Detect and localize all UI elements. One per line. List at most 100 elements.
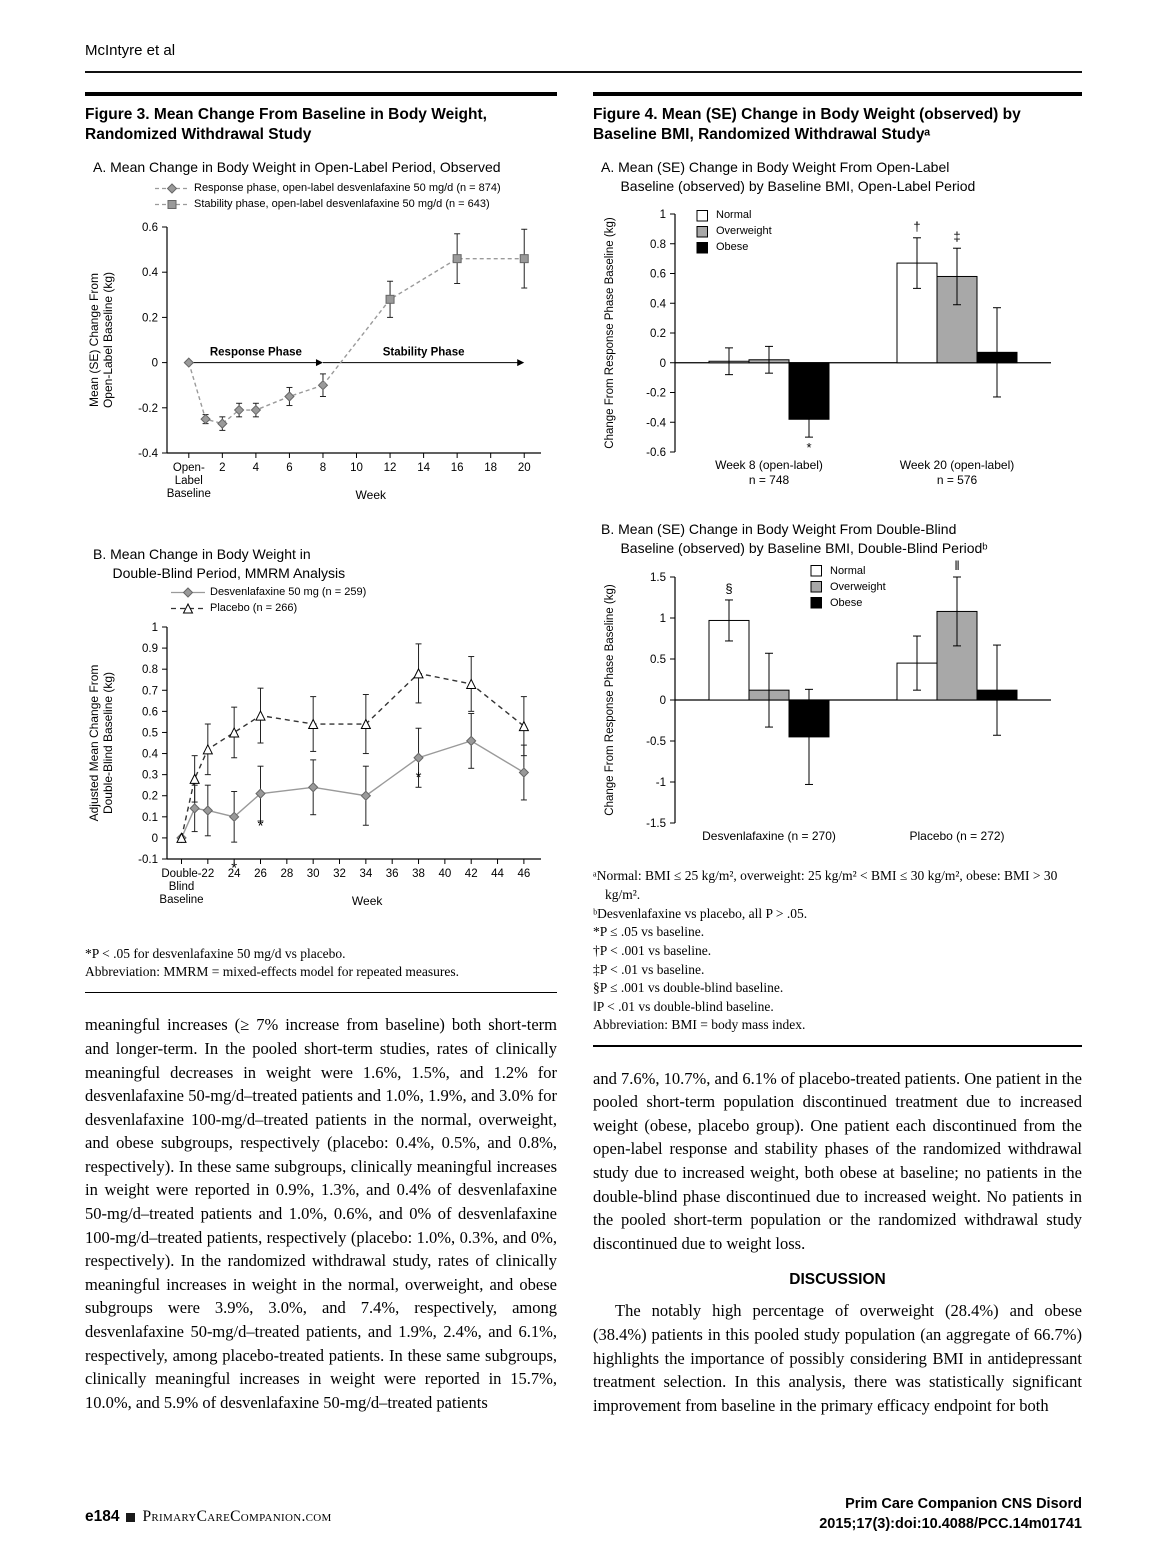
legend-item: Desvenlafaxine 50 mg (n = 259) xyxy=(171,585,366,600)
svg-text:36: 36 xyxy=(386,868,399,880)
svg-text:0.9: 0.9 xyxy=(142,643,158,655)
footnote: *P < .05 for desvenlafaxine 50 mg/d vs p… xyxy=(85,945,346,961)
figure3-footnotes: *P < .05 for desvenlafaxine 50 mg/d vs p… xyxy=(85,945,557,982)
svg-text:‖: ‖ xyxy=(954,559,959,573)
chart-legend: Response phase, open-label desvenlafaxin… xyxy=(155,180,501,212)
two-column-layout: Figure 3. Mean Change From Baseline in B… xyxy=(85,92,1082,1417)
legend-label: Overweight xyxy=(830,580,886,593)
svg-text:Placebo (n = 272): Placebo (n = 272) xyxy=(909,829,1004,843)
header-rule xyxy=(85,71,1082,73)
svg-text:0.8: 0.8 xyxy=(650,238,666,250)
svg-text:0.4: 0.4 xyxy=(142,748,159,760)
svg-text:0.1: 0.1 xyxy=(142,811,158,823)
svg-text:4: 4 xyxy=(253,462,260,474)
svg-text:-0.2: -0.2 xyxy=(646,387,666,399)
legend-item: Obese xyxy=(809,595,886,610)
svg-text:0.7: 0.7 xyxy=(142,685,158,697)
svg-text:0.4: 0.4 xyxy=(650,298,667,310)
svg-text:*: * xyxy=(258,817,264,834)
svg-text:0.3: 0.3 xyxy=(142,769,158,781)
svg-text:-0.1: -0.1 xyxy=(138,854,158,866)
figure4: Figure 4. Mean (SE) Change in Body Weigh… xyxy=(593,92,1082,1047)
svg-text:16: 16 xyxy=(451,462,464,474)
left-column: Figure 3. Mean Change From Baseline in B… xyxy=(85,92,557,1417)
svg-text:0.6: 0.6 xyxy=(650,268,666,280)
figure4-footnotes: ᵃNormal: BMI ≤ 25 kg/m², overweight: 25 … xyxy=(593,867,1082,1035)
svg-text:-1.5: -1.5 xyxy=(646,818,666,830)
svg-text:-0.6: -0.6 xyxy=(646,447,666,459)
figure4-panelA-chart: Normal Overweight Obese 1 0.8 0.6 0.4 0.2 0 -0.2 -… xyxy=(599,198,1061,506)
svg-text:-0.2: -0.2 xyxy=(138,403,158,415)
svg-text:24: 24 xyxy=(228,868,241,880)
svg-text:0.8: 0.8 xyxy=(142,664,158,676)
legend-label: Obese xyxy=(830,596,863,609)
figure3-panelB-title: B. Mean Change in Body Weight in Double-… xyxy=(93,545,346,581)
svg-text:0: 0 xyxy=(152,832,158,844)
figure4-top-rule xyxy=(593,92,1082,96)
svg-text:*: * xyxy=(416,769,422,786)
figure3-panelB-chart: Desvenlafaxine 50 mg (n = 259) Placebo (n… xyxy=(85,584,555,937)
svg-text:42: 42 xyxy=(465,868,478,880)
legend-marker-icon xyxy=(155,198,189,211)
svg-text:28: 28 xyxy=(280,868,293,880)
svg-text:0.2: 0.2 xyxy=(142,312,158,324)
legend-marker-icon xyxy=(171,586,205,599)
svg-text:1.5: 1.5 xyxy=(650,572,666,584)
running-head: McIntyre et al xyxy=(85,42,176,59)
svg-text:Week 8 (open-label): Week 8 (open-label) xyxy=(715,458,823,472)
svg-text:22: 22 xyxy=(201,868,214,880)
figure3-panelA-title: A. Mean Change in Body Weight in Open-La… xyxy=(93,158,501,175)
legend-item: Stability phase, open-label desvenlafaxi… xyxy=(155,197,501,212)
svg-text:0.4: 0.4 xyxy=(142,267,159,279)
chart-legend: Normal Overweight Obese xyxy=(809,563,886,611)
svg-text:8: 8 xyxy=(320,462,326,474)
legend-label: Normal xyxy=(830,564,866,577)
svg-text:n = 748: n = 748 xyxy=(749,473,790,487)
journal-website: PrimaryCareCompanion.com xyxy=(142,1508,332,1525)
svg-text:-0.4: -0.4 xyxy=(646,417,666,429)
legend-marker-icon xyxy=(695,209,711,222)
legend-label: Normal xyxy=(716,209,752,222)
svg-text:0.2: 0.2 xyxy=(650,328,666,340)
svg-text:1: 1 xyxy=(660,209,666,221)
svg-text:-0.4: -0.4 xyxy=(138,448,158,460)
svg-text:Baseline: Baseline xyxy=(159,894,203,906)
footnote: *P ≤ .05 vs baseline. xyxy=(593,924,705,940)
figure4-title: Figure 4. Mean (SE) Change in Body Weigh… xyxy=(593,106,1021,144)
figure3: Figure 3. Mean Change From Baseline in B… xyxy=(85,92,557,994)
svg-text:†: † xyxy=(913,218,920,233)
figure3-top-rule xyxy=(85,92,557,96)
legend-item: Obese xyxy=(695,240,772,255)
figure4-panelB-chart: Normal Overweight Obese 1.5 1 0.5 0 -0.5 -1 -1.5 C… xyxy=(599,559,1061,859)
svg-text:10: 10 xyxy=(350,462,363,474)
citation-doi: 2015;17(3):doi:10.4088/PCC.14m01741 xyxy=(819,1516,1082,1532)
svg-text:26: 26 xyxy=(254,868,267,880)
discussion-heading: DISCUSSION xyxy=(789,1271,886,1289)
svg-text:46: 46 xyxy=(517,868,530,880)
square-bullet-icon xyxy=(126,1512,136,1522)
svg-text:0: 0 xyxy=(152,357,158,369)
legend-marker-icon xyxy=(695,225,711,238)
page-number: e184 xyxy=(85,1508,120,1525)
chart-legend: Normal Overweight Obese xyxy=(695,207,772,255)
footnote: ‖P < .01 vs double-blind baseline. xyxy=(593,998,774,1014)
journal-name: Prim Care Companion CNS Disord xyxy=(845,1496,1082,1512)
svg-text:-0.5: -0.5 xyxy=(646,736,666,748)
svg-text:0: 0 xyxy=(660,357,666,369)
svg-text:n = 576: n = 576 xyxy=(937,473,978,487)
legend-label: Obese xyxy=(716,241,749,254)
legend-marker-icon xyxy=(695,241,711,254)
paragraph: The notably high percentage of overweigh… xyxy=(593,1301,1082,1415)
svg-text:34: 34 xyxy=(359,868,372,880)
svg-text:2: 2 xyxy=(219,462,225,474)
svg-text:-1: -1 xyxy=(656,777,666,789)
figure3-panelA-chart: Response phase, open-label desvenlafaxin… xyxy=(85,179,555,531)
svg-text:32: 32 xyxy=(333,868,346,880)
figure4-panelA-title: A. Mean (SE) Change in Body Weight From … xyxy=(601,158,976,194)
svg-text:14: 14 xyxy=(417,462,430,474)
right-body-text: and 7.6%, 10.7%, and 6.1% of placebo-tre… xyxy=(593,1067,1082,1418)
svg-text:6: 6 xyxy=(286,462,292,474)
figure3-bottom-rule xyxy=(85,991,557,994)
right-column: Figure 4. Mean (SE) Change in Body Weigh… xyxy=(593,92,1082,1417)
